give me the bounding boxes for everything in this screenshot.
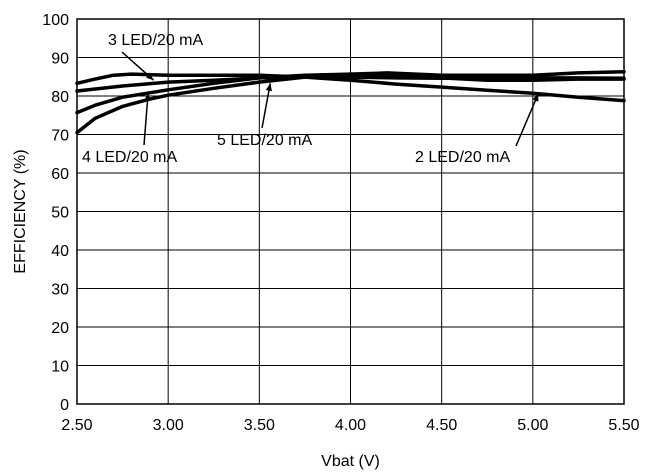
series-layer — [75, 69, 626, 135]
annotation-layer: 3 LED/20 mA 4 LED/20 mA 5 LED/20 mA 2 LED/2… — [82, 32, 510, 166]
annotation-label-5-led-20-ma: 5 LED/20 mA — [217, 132, 312, 149]
x-tick-label: 5.00 — [517, 417, 548, 434]
y-axis-title: EFFICIENCY (%) — [12, 149, 29, 273]
y-tick-labels: 0 10 20 30 40 50 60 70 80 90 100 — [42, 12, 69, 414]
x-tick-label: 4.50 — [426, 417, 457, 434]
x-tick-label: 3.00 — [153, 417, 184, 434]
y-tick-label: 0 — [60, 397, 69, 414]
series-line-3-led-20-ma — [75, 75, 626, 93]
plot-frame — [76, 18, 625, 405]
x-tick-label: 4.00 — [335, 417, 366, 434]
arrowhead-3-led-20-ma — [146, 72, 154, 81]
x-tick-label: 2.50 — [61, 417, 92, 434]
series-line-5-led-20-ma — [75, 69, 626, 135]
arrowhead-4-led-20-ma — [144, 92, 151, 101]
y-tick-label: 60 — [51, 166, 69, 183]
leader-line-4-led-20-ma — [143, 92, 149, 146]
y-tick-label: 80 — [51, 89, 69, 106]
leader-line-5-led-20-ma — [261, 83, 272, 129]
y-tick-label: 40 — [51, 243, 69, 260]
y-tick-label: 50 — [51, 205, 69, 222]
annotation-label-2-led-20-ma: 2 LED/20 mA — [415, 149, 510, 166]
y-tick-label: 100 — [42, 12, 69, 29]
arrowhead-2-led-20-ma — [532, 93, 539, 102]
x-tick-labels: 2.50 3.00 3.50 4.00 4.50 5.00 5.50 — [61, 417, 639, 434]
annotation-label-4-led-20-ma: 4 LED/20 mA — [82, 149, 177, 166]
y-tick-label: 20 — [51, 320, 69, 337]
y-tick-label: 30 — [51, 282, 69, 299]
y-tick-label: 10 — [51, 359, 69, 376]
leader-line-2-led-20-ma — [515, 93, 539, 147]
x-axis-title: Vbat (V) — [321, 453, 380, 470]
arrowhead-5-led-20-ma — [265, 83, 272, 92]
annotation-label-3-led-20-ma: 3 LED/20 mA — [108, 32, 203, 49]
x-tick-label: 5.50 — [608, 417, 639, 434]
leader-layer — [121, 51, 539, 147]
y-tick-label: 70 — [51, 128, 69, 145]
y-tick-label: 90 — [51, 51, 69, 68]
x-tick-label: 3.50 — [244, 417, 275, 434]
